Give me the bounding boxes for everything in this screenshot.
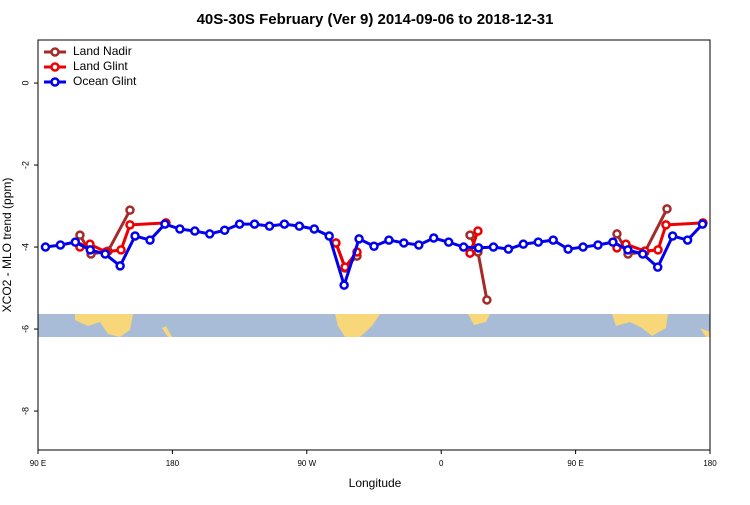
y-tick-label: -8: [20, 407, 30, 415]
data-point: [667, 231, 678, 241]
data-point: [384, 235, 394, 245]
data-point: [473, 226, 483, 236]
data-point: [115, 261, 125, 271]
data-point: [175, 224, 185, 234]
data-point: [100, 249, 110, 259]
data-point: [264, 221, 275, 231]
data-point: [697, 219, 708, 229]
data-point: [70, 237, 81, 247]
data-point: [130, 231, 140, 241]
data-point: [473, 243, 484, 253]
y-axis-label: XCO2 - MLO trend (ppm): [0, 178, 14, 313]
data-point: [279, 219, 290, 229]
data-point: [638, 249, 648, 259]
data-point: [414, 240, 424, 250]
x-tick-label: 90 E: [567, 459, 583, 468]
data-point: [204, 229, 215, 239]
data-point: [160, 219, 170, 229]
data-point: [608, 237, 618, 247]
data-point: [623, 245, 633, 255]
data-point: [518, 239, 529, 249]
data-point: [309, 224, 320, 234]
data-point: [458, 242, 469, 252]
data-point: [593, 240, 603, 250]
data-point: [482, 295, 492, 305]
legend-label: Land Nadir: [73, 44, 132, 58]
data-point: [443, 237, 454, 247]
data-point: [428, 233, 439, 243]
data-point: [612, 229, 622, 239]
x-axis-label: Longitude: [349, 476, 402, 490]
data-point: [190, 226, 200, 236]
legend-marker: [50, 62, 60, 72]
x-tick-label: 180: [703, 459, 717, 468]
data-point: [652, 262, 663, 272]
data-point: [488, 242, 499, 252]
data-point: [40, 242, 51, 252]
data-point: [234, 219, 245, 229]
series-line: [45, 222, 704, 291]
legend-label: Land Glint: [73, 59, 128, 73]
data-point: [465, 230, 475, 240]
data-point: [399, 238, 409, 248]
data-point: [548, 235, 558, 245]
data-point: [249, 219, 260, 229]
data-point: [661, 220, 671, 230]
data-point: [145, 235, 155, 245]
data-point: [125, 220, 135, 230]
x-tick-label: 180: [166, 459, 180, 468]
data-point: [533, 237, 544, 247]
data-point: [324, 231, 334, 241]
data-point: [662, 204, 672, 214]
plot-frame: [37, 39, 711, 451]
data-point: [465, 248, 475, 258]
data-point: [354, 234, 364, 244]
data-point: [125, 205, 135, 215]
data-point: [682, 235, 693, 245]
data-point: [219, 225, 230, 235]
legend-marker: [50, 77, 60, 87]
y-tick-label: -6: [20, 325, 30, 333]
y-tick-label: 0: [20, 81, 30, 86]
data-point: [578, 242, 588, 252]
data-point: [503, 244, 514, 254]
data-point: [85, 245, 96, 255]
x-tick-label: 0: [439, 459, 444, 468]
legend-label: Ocean Glint: [73, 74, 137, 88]
legend-marker: [50, 47, 60, 57]
y-tick-label: -4: [20, 243, 30, 251]
data-point: [55, 240, 66, 250]
y-tick-label: -2: [20, 161, 30, 169]
x-tick-label: 90 E: [30, 459, 46, 468]
chart-title: 40S-30S February (Ver 9) 2014-09-06 to 2…: [197, 11, 554, 28]
data-point: [294, 221, 305, 231]
data-point: [369, 241, 379, 251]
x-tick-label: 90 W: [297, 459, 316, 468]
data-point: [116, 245, 126, 255]
data-point: [339, 280, 349, 290]
data-point: [653, 245, 663, 255]
data-point: [75, 230, 85, 240]
data-point: [563, 244, 573, 254]
map-strip: [38, 314, 710, 337]
data-point: [340, 262, 350, 272]
